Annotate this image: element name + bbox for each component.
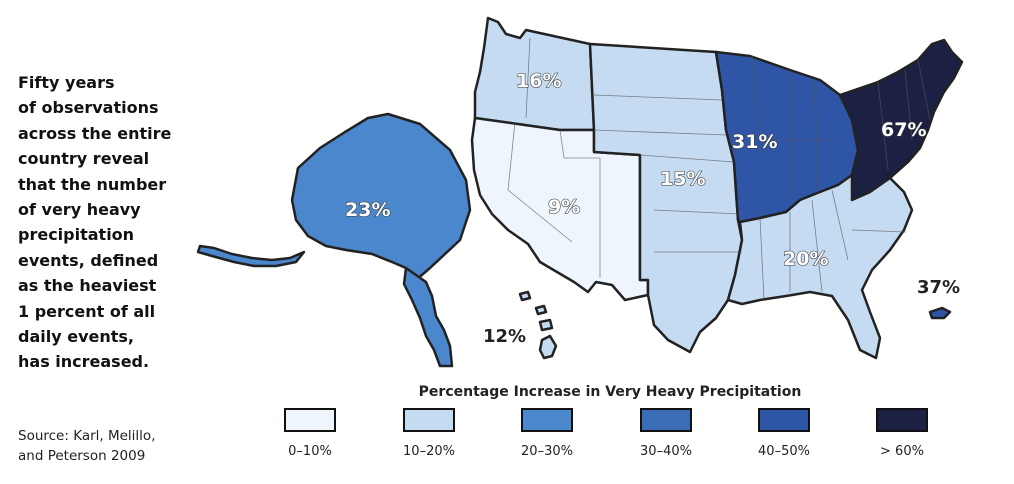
caption-line: has increased. — [18, 352, 150, 372]
caption-line: of very heavy — [18, 200, 141, 220]
legend-swatch — [876, 408, 928, 432]
caption-line: across the entire — [18, 123, 172, 143]
label-northeast: 67% — [881, 119, 926, 141]
label-southwest: 9% — [548, 196, 580, 218]
label-great-plains: 15% — [660, 168, 705, 190]
caption-line: of observations — [18, 98, 159, 118]
legend-swatch — [758, 408, 810, 432]
legend-label: 30–40% — [640, 444, 692, 459]
caption-line: daily events, — [18, 327, 134, 347]
state-border-lines — [507, 37, 931, 301]
legend-label: > 60% — [880, 444, 924, 459]
legend-item: 30–40% — [616, 408, 716, 459]
legend-title: Percentage Increase in Very Heavy Precip… — [418, 384, 802, 400]
label-puerto-rico: 37% — [917, 277, 960, 298]
legend-item: 20–30% — [497, 408, 597, 459]
legend-swatch — [284, 408, 336, 432]
alaska-panhandle — [402, 266, 454, 368]
caption-line: that the number — [18, 174, 167, 194]
caption-line: country reveal — [18, 149, 150, 169]
source-line: Source: Karl, Melillo, — [18, 428, 156, 444]
legend-item: 10–20% — [379, 408, 479, 459]
region-hawaii-2 — [534, 304, 548, 316]
caption-line: Fifty years — [18, 73, 115, 92]
label-southeast: 20% — [783, 248, 828, 270]
region-southeast — [726, 173, 914, 360]
legend-label: 40–50% — [758, 444, 810, 459]
label-hawaii: 12% — [483, 326, 526, 347]
legend-swatch — [521, 408, 573, 432]
source-citation: Source: Karl, Melillo, and Peterson 2009 — [18, 426, 218, 466]
region-hawaii-1 — [518, 290, 532, 302]
caption-text: Fifty years of observations across the e… — [18, 70, 183, 375]
legend-swatch — [640, 408, 692, 432]
region-hawaii-3 — [538, 318, 554, 332]
region-alaska — [290, 112, 472, 282]
caption-line: precipitation — [18, 225, 135, 245]
legend-label: 20–30% — [521, 444, 573, 459]
legend-item: 40–50% — [734, 408, 834, 459]
caption-line: 1 percent of all — [18, 301, 156, 321]
legend-label: 0–10% — [288, 444, 332, 459]
caption-line: events, defined — [18, 250, 159, 270]
source-line: and Peterson 2009 — [18, 448, 146, 464]
legend-label: 10–20% — [403, 444, 455, 459]
label-midwest: 31% — [732, 131, 777, 153]
label-northwest: 16% — [516, 70, 561, 92]
region-hawaii-4 — [538, 334, 558, 360]
label-alaska: 23% — [345, 199, 390, 221]
region-puerto-rico — [928, 306, 952, 320]
legend-item: > 60% — [852, 408, 952, 459]
caption-line: as the heaviest — [18, 276, 157, 296]
legend-swatch — [403, 408, 455, 432]
alaska-aleutians — [196, 244, 306, 268]
legend-item: 0–10% — [260, 408, 360, 459]
